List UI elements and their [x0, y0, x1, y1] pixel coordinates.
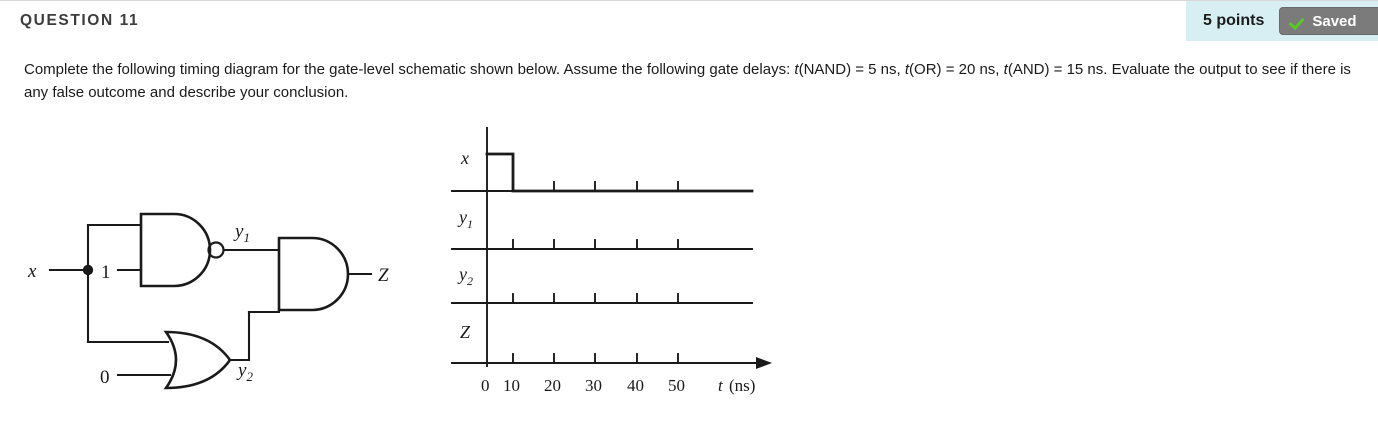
tick-label-0: 0 — [481, 376, 490, 395]
points-badge: 5 points — [1203, 12, 1265, 29]
label-node-y2: y2 — [236, 360, 253, 384]
tick-label-30: 30 — [585, 376, 602, 395]
timing-row-label-y2: y2 — [457, 264, 473, 288]
time-axis-label-units: (ns) — [729, 376, 755, 395]
page-title: QUESTION 11 — [20, 12, 140, 29]
junction-dot — [82, 264, 94, 276]
and-delay-text: (AND) = 15 ns. Evaluate the output to se… — [24, 61, 1351, 101]
or-delay-text: (OR) = 20 ns, — [909, 61, 1004, 78]
timing-row-label-z: Z — [460, 322, 471, 342]
header-status-panel: 5 points Saved — [1186, 1, 1378, 41]
t-italic-or: t — [904, 61, 910, 78]
gate-level-schematic: x 1 0 y1 y2 Z — [27, 212, 389, 390]
tick-label-50: 50 — [668, 376, 685, 395]
nand-delay-text: (NAND) = 5 ns, — [798, 61, 905, 78]
time-axis-label-t: t — [718, 376, 724, 395]
label-input-x: x — [27, 261, 37, 282]
saved-button[interactable]: Saved — [1279, 7, 1378, 35]
time-axis-arrow-icon — [756, 357, 772, 369]
tick-label-10: 10 — [503, 376, 520, 395]
t-italic-and: t — [1003, 61, 1008, 78]
timing-row-label-x: x — [460, 148, 469, 168]
figure-area: x 1 0 y1 y2 Z — [0, 110, 1378, 427]
tick-label-40: 40 — [627, 376, 644, 395]
t-italic-nand: t — [794, 61, 799, 78]
timing-row-label-y1: y1 — [457, 207, 473, 231]
tick-label-20: 20 — [544, 376, 561, 395]
saved-button-label: Saved — [1312, 12, 1357, 30]
label-output-z: Z — [378, 265, 389, 286]
question-header: QUESTION 11 5 points Saved — [0, 0, 1378, 41]
question-text: Complete the following timing diagram fo… — [24, 58, 1369, 104]
timing-diagram: x y1 y2 Z 0 10 20 30 40 50 t (ns) — [451, 127, 772, 395]
label-node-y1: y1 — [233, 221, 250, 245]
check-icon — [1290, 14, 1305, 29]
and-gate — [277, 236, 350, 312]
or-gate — [163, 330, 232, 390]
question-text-part-1: Complete the following timing diagram fo… — [24, 61, 795, 78]
label-const-zero: 0 — [100, 367, 110, 388]
label-const-one: 1 — [101, 262, 111, 283]
waveform-x — [485, 152, 754, 193]
